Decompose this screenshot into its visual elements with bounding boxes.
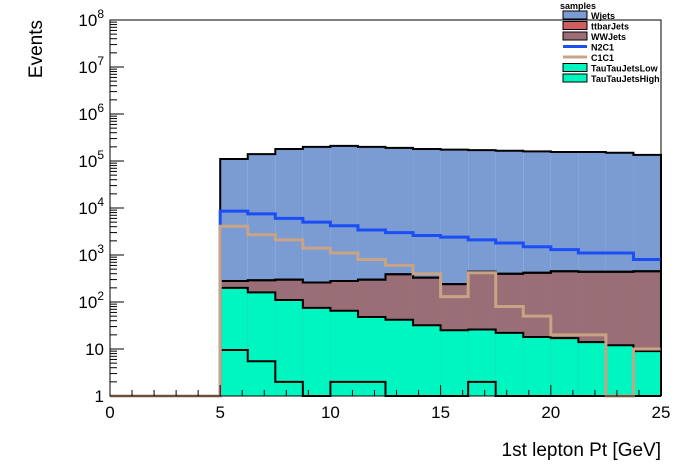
legend-label: N2C1 [591,43,614,53]
y-tick-label: 106 [78,101,104,124]
overlay-c1c1 [110,224,661,398]
bin-tautaujetslow [578,342,606,396]
y-tick-label: 104 [78,195,104,218]
legend-label: C1C1 [591,53,614,63]
legend-swatch [562,10,588,20]
signal-overlay-layer [110,209,661,398]
y-axis-title: Events [26,20,47,78]
legend-entry-ttbarjets: ttbarJets [562,21,629,32]
bin-tautaujetslow [550,338,579,396]
x-axis-title: 1st lepton Pt [GeV] [502,440,661,461]
y-tick-label: 107 [78,54,104,77]
y-axis: 1 10 102 103 104 105 106 107 108 [78,7,124,406]
stack-tautaujetshigh [220,350,496,396]
legend-entry-wwjets: WWJets [562,31,626,42]
bin-tautaujetslow [385,319,414,396]
y-tick-label: 10 [85,340,104,359]
x-tick-label: 20 [541,403,560,422]
bin-tautaujetslow [605,345,634,396]
bin-tautaujetshigh [357,381,386,396]
legend-entry-tautaujetslow: TauTauJetsLow [562,63,659,74]
bin-tautaujetslow [495,332,524,396]
legend-swatch [562,21,588,30]
x-tick-label: 0 [105,403,114,422]
legend-entry-wjets: Wjets [562,10,615,21]
bin-tautaujetslow [275,300,303,396]
y-tick-label: 1 [95,387,104,406]
legend-entry-n2c1: N2C1 [563,43,614,53]
bin-tautaujetslow [440,330,469,396]
legend-swatch [562,31,588,41]
legend-label: TauTauJetsLow [591,64,659,74]
bin-tautaujetshigh [247,361,276,396]
legend-swatch [562,63,588,72]
bin-tautaujetshigh [275,381,303,396]
y-tick-label: 108 [78,7,104,30]
bin-tautaujetshigh [468,381,496,396]
x-axis: 0 5 10 15 20 25 [105,385,670,422]
y-tick-label: 103 [78,242,104,265]
legend-label: TauTauJetsHigh [591,74,660,84]
x-tick-label: 10 [321,403,340,422]
legend-label: WWJets [591,32,626,42]
stacked-histogram-layer [219,144,662,397]
x-tick-label: 25 [652,403,671,422]
bin-tautaujetshigh [220,350,248,396]
legend-label: ttbarJets [591,22,629,32]
bin-tautaujetslow [413,325,441,396]
bin-tautaujetshigh [330,381,358,396]
legend-entry-c1c1: C1C1 [563,53,614,63]
overlay-n2c1 [110,209,661,398]
x-tick-label: 15 [431,403,450,422]
bin-tautaujetslow [523,337,551,396]
bin-tautaujetslow [633,351,661,396]
bin-tautaujetslow [302,307,331,396]
legend-entry-tautaujetshigh: TauTauJetsHigh [562,73,660,84]
y-tick-label: 102 [78,289,104,312]
outline-tautaujetslow [219,286,662,396]
x-tick-label: 5 [215,403,224,422]
y-tick-label: 105 [78,148,104,171]
outline-wjets [219,144,662,396]
legend: samples WjetsttbarJetsWWJetsN2C1C1C1TauT… [560,1,660,84]
legend-label: Wjets [591,11,615,21]
legend-title: samples [560,1,596,11]
legend-swatch [562,73,588,83]
